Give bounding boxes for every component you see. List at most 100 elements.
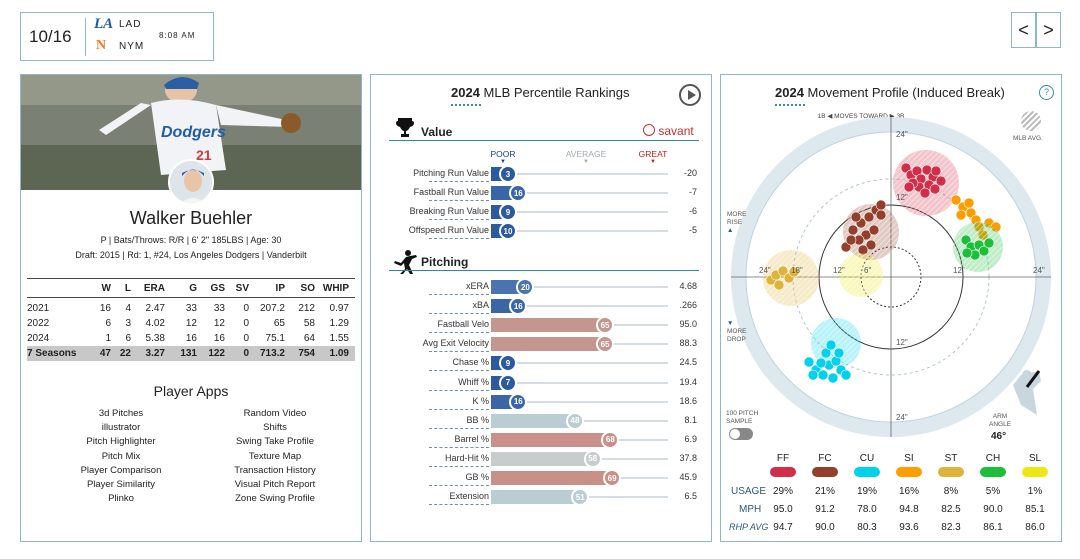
prev-button[interactable]: < (1011, 12, 1036, 48)
rank-label: Pitching Run Value (413, 168, 489, 178)
app-link[interactable]: illustrator (101, 422, 141, 434)
rankings-title: 2024 MLB Percentile Rankings (451, 85, 630, 100)
movement-title: 2024 Movement Profile (Induced Break) (775, 85, 1005, 100)
rank-percentile-dot[interactable]: 65 (596, 316, 615, 335)
player-draft: Draft: 2015 | Rd: 1, #24, Los Angeles Do… (21, 250, 361, 260)
app-link[interactable]: Player Comparison (80, 464, 162, 476)
app-link[interactable]: 3d Pitches (98, 408, 144, 419)
pitch-dot (903, 181, 915, 193)
app-link[interactable]: Swing Take Profile (236, 436, 314, 448)
rank-percentile-dot[interactable]: 9 (499, 203, 517, 221)
arm-angle-label: ARM ANGLE (989, 413, 1012, 428)
draft-team-link[interactable]: Los Angeles Dodgers (173, 250, 260, 260)
play-button[interactable] (679, 84, 701, 106)
rank-bar (491, 451, 594, 466)
pitch-type-label[interactable]: SL (1028, 453, 1042, 464)
game-card[interactable]: 10/16 LA LAD N NYM 8:08 AM (20, 12, 214, 61)
pitch-dot (777, 265, 789, 277)
pitch-rhp-avg-value: 90.0 (815, 522, 835, 533)
app-link[interactable]: Zone Swing Profile (235, 493, 315, 505)
rank-value: 37.8 (679, 452, 697, 463)
rank-label: xBA (472, 300, 489, 311)
svg-text:Dodgers: Dodgers (161, 124, 226, 141)
rank-percentile-dot[interactable]: 51 (571, 488, 590, 507)
pitch-dot (875, 199, 887, 211)
pitch-type-label[interactable]: ST (944, 453, 958, 464)
rank-percentile-dot[interactable]: 10 (499, 222, 517, 240)
pitch-dot (863, 211, 875, 223)
pitch-dot (850, 211, 862, 223)
pitch-dot (961, 247, 973, 259)
pitch-dot (788, 266, 800, 278)
pitch-usage-value: 19% (856, 486, 877, 497)
savant-logo[interactable]: savant (643, 124, 694, 138)
pitch-dot (935, 175, 947, 187)
rank-percentile-dot[interactable]: 3 (499, 165, 517, 183)
app-link[interactable]: Player Similarity (86, 479, 156, 491)
pitch-color-swatch (1022, 467, 1048, 477)
rank-bar (491, 432, 612, 447)
rankings-title-text: MLB Percentile Rankings (483, 85, 630, 100)
rank-track (491, 286, 668, 288)
rank-label: Offspeed Run Value (408, 225, 489, 235)
rank-percentile-dot[interactable]: 9 (499, 354, 517, 373)
app-link[interactable]: Pitch Mix (101, 450, 141, 462)
rank-bar (491, 413, 576, 428)
rank-percentile-dot[interactable]: 69 (603, 469, 622, 487)
rank-value: 6.5 (684, 491, 697, 502)
ring-label: 18" (791, 266, 803, 275)
pitch-type-label[interactable]: CU (859, 453, 875, 464)
pitch-type-label[interactable]: FF (776, 453, 790, 464)
app-link[interactable]: Random Video (243, 408, 307, 419)
player-apps-title: Player Apps (153, 383, 229, 399)
value-section-title: Value (421, 125, 453, 139)
trophy-icon (393, 115, 417, 144)
rank-label: xERA (465, 281, 489, 291)
pitch-color-swatch (938, 467, 964, 477)
pitch-mph-value: 91.2 (815, 504, 835, 515)
app-link[interactable]: Texture Map (248, 450, 302, 462)
rank-percentile-dot[interactable]: 7 (499, 373, 517, 392)
rank-percentile-dot[interactable]: 16 (509, 297, 528, 316)
rank-percentile-dot[interactable]: 68 (601, 430, 620, 449)
rank-label: Avg Exit Velocity (422, 338, 489, 349)
pitch-dot (807, 369, 819, 381)
apps-left-list: 3d Pitches illustrator Pitch Highlighter… (51, 407, 191, 506)
rank-percentile-dot[interactable]: 16 (509, 392, 528, 411)
ring-label: 24" (896, 413, 908, 422)
rank-percentile-dot[interactable]: 16 (509, 184, 528, 202)
mph-label: MPH (739, 504, 762, 515)
pitch-rhp-avg-value: 93.6 (899, 522, 919, 533)
pitcher-silhouette-icon (1013, 371, 1041, 415)
rank-percentile-dot[interactable]: 58 (583, 449, 602, 468)
pitch-dot (827, 372, 839, 384)
app-link[interactable]: Pitch Highlighter (86, 436, 156, 448)
rank-bar (491, 471, 614, 485)
rank-value: 45.9 (679, 472, 697, 482)
pitch-color-swatch (896, 467, 922, 477)
pitch-type-label[interactable]: FC (818, 453, 832, 464)
app-link[interactable]: Transaction History (234, 464, 316, 476)
rank-bar (491, 337, 607, 352)
stats-table: W L ERA G GS SV IP SO WHIP 2021 16 4 2.47 33… (27, 278, 355, 364)
movement-title-text: Movement Profile (Induced Break) (807, 85, 1005, 100)
rank-value: 88.3 (679, 338, 697, 349)
help-icon[interactable]: ? (1039, 85, 1054, 100)
rank-label: Barrel % (454, 433, 489, 444)
pitch-dot (875, 209, 887, 221)
pitch-rhp-avg-value: 80.3 (857, 522, 877, 533)
rank-percentile-dot[interactable]: 48 (565, 411, 584, 430)
rank-percentile-dot[interactable]: 20 (516, 278, 535, 296)
play-icon (688, 90, 696, 100)
app-link[interactable]: Shifts (263, 422, 287, 434)
rank-percentile-dot[interactable]: 65 (596, 335, 615, 354)
mlb-avg-label: MLB AVG. (1013, 135, 1043, 142)
pitch-sample-toggle[interactable] (729, 428, 753, 440)
pitch-type-label[interactable]: SI (904, 453, 914, 464)
app-link[interactable]: Plinko (108, 493, 134, 505)
next-button[interactable]: > (1036, 12, 1061, 48)
pitch-rhp-avg-value: 94.7 (773, 522, 793, 533)
app-link[interactable]: Visual Pitch Report (234, 479, 316, 491)
pitch-rhp-avg-value: 86.0 (1025, 522, 1045, 533)
pitch-type-label[interactable]: CH (985, 453, 1001, 464)
